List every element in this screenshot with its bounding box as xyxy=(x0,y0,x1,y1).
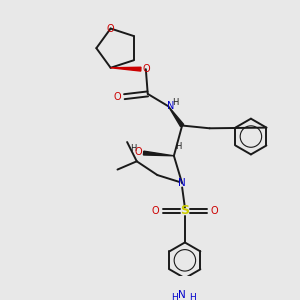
Text: O: O xyxy=(211,206,218,216)
Text: O: O xyxy=(135,147,142,157)
Polygon shape xyxy=(143,151,174,156)
Text: H: H xyxy=(172,98,178,107)
Text: O: O xyxy=(152,206,159,216)
Polygon shape xyxy=(111,67,141,71)
Text: O: O xyxy=(114,92,121,102)
Text: H: H xyxy=(189,293,196,300)
Text: S: S xyxy=(180,204,189,217)
Text: O: O xyxy=(142,64,150,74)
Text: H: H xyxy=(175,142,181,151)
Text: H: H xyxy=(171,293,178,300)
Text: N: N xyxy=(178,178,186,188)
Text: H: H xyxy=(130,144,136,153)
Text: N: N xyxy=(167,101,174,111)
Text: O: O xyxy=(107,23,114,34)
Polygon shape xyxy=(168,106,184,127)
Text: N: N xyxy=(178,290,186,300)
